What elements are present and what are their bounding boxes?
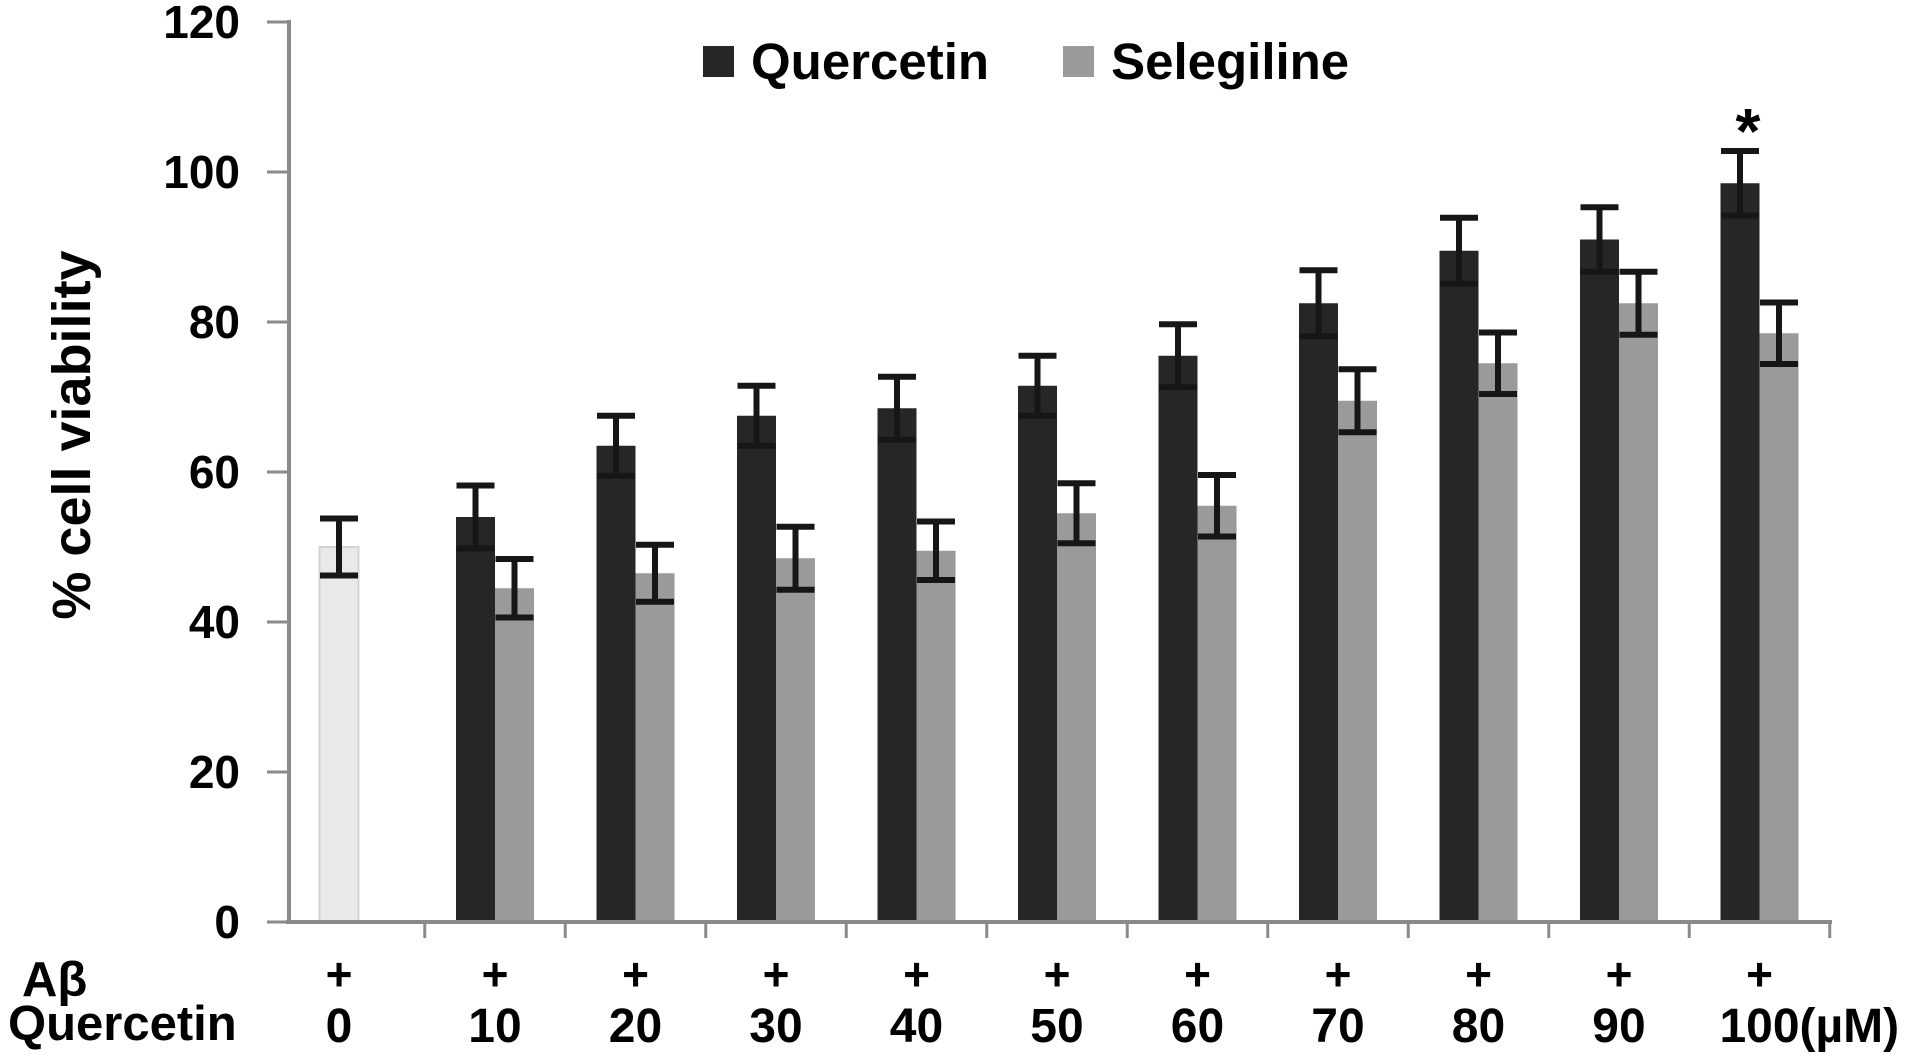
y-axis-title: % cell viability: [42, 250, 102, 620]
error-bar: [1479, 329, 1517, 397]
bar-selegiline-50: [1057, 513, 1096, 922]
bar-selegiline-80: [1478, 363, 1518, 922]
ab-plus-marker: +: [1184, 948, 1211, 1000]
bar-quercetin-80: [1439, 250, 1479, 922]
error-bar: [456, 482, 495, 552]
y-tick-label: 100: [163, 146, 240, 198]
x-category-label: 40: [890, 1000, 943, 1053]
bar-quercetin-70: [1299, 303, 1338, 922]
x-category-label: 10: [468, 1000, 521, 1053]
ab-plus-marker: +: [763, 948, 790, 1000]
x-category-label: 60: [1171, 1000, 1224, 1053]
bar-selegiline-90: [1619, 303, 1658, 922]
x-row1-label-ab: Aβ: [22, 953, 88, 1007]
error-bar: [1619, 268, 1658, 338]
ab-plus-marker: +: [326, 948, 353, 1000]
ab-plus-marker: +: [1465, 948, 1492, 1000]
bar-quercetin-90: [1580, 239, 1619, 922]
legend-label-quercetin: Quercetin: [751, 33, 990, 90]
y-tick-label: 120: [163, 0, 240, 48]
bar-quercetin-10: [456, 517, 495, 922]
bar-selegiline-40: [916, 550, 956, 922]
y-tick-label: 40: [189, 596, 240, 648]
y-tick-label: 0: [214, 896, 240, 948]
ab-plus-marker: +: [482, 948, 509, 1000]
error-bar: [597, 412, 635, 479]
error-bar: [1198, 472, 1236, 540]
error-bar: [1018, 352, 1057, 419]
bar-quercetin-30: [737, 415, 776, 922]
error-bar: [1721, 148, 1759, 219]
x-category-label: 20: [609, 1000, 662, 1053]
x-category-label: 100: [1719, 1000, 1799, 1053]
y-tick-label: 60: [189, 446, 240, 498]
error-bar: [1580, 204, 1619, 275]
bar-selegiline-20: [635, 573, 675, 922]
bar-quercetin-20: [596, 445, 636, 922]
y-tick-label: 20: [189, 746, 240, 798]
x-category-label: 0: [326, 1000, 353, 1053]
error-bar: [1338, 366, 1377, 436]
x-category-label: 90: [1592, 1000, 1645, 1053]
x-category-label: 50: [1030, 1000, 1083, 1053]
selegiline-swatch: [1063, 46, 1095, 77]
x-row2-label-quercetin: Quercetin: [8, 997, 237, 1051]
ab-plus-marker: +: [622, 948, 649, 1000]
error-bar: [320, 515, 358, 579]
error-bar: [1440, 214, 1478, 287]
bar-quercetin-60: [1158, 355, 1198, 922]
ab-plus-marker: +: [1044, 948, 1071, 1000]
error-bar: [737, 382, 776, 449]
x-category-label: 30: [749, 1000, 802, 1053]
error-bar: [917, 518, 955, 583]
legend-item-selegiline: Selegiline: [1063, 36, 1349, 87]
error-bar: [1760, 299, 1798, 367]
ab-plus-marker: +: [1606, 948, 1633, 1000]
bar-quercetin-100: [1720, 183, 1760, 922]
error-bar: [1159, 321, 1197, 391]
bar-selegiline-30: [776, 558, 815, 922]
x-unit-label: (µM): [1800, 1000, 1900, 1053]
legend-label-selegiline: Selegiline: [1111, 33, 1350, 90]
x-category-label: 70: [1311, 1000, 1364, 1053]
bar-quercetin-50: [1018, 385, 1057, 922]
error-bar: [495, 556, 534, 621]
error-bar: [878, 373, 916, 443]
error-bar: [636, 541, 674, 605]
ab-plus-marker: +: [1746, 948, 1773, 1000]
significance-asterisk: *: [1736, 95, 1761, 167]
legend: Quercetin Selegiline: [703, 36, 1349, 87]
bar-selegiline-70: [1338, 400, 1377, 922]
bar-selegiline-10: [495, 588, 534, 922]
bar-quercetin-40: [877, 408, 917, 922]
bar-control-ab-only: [318, 546, 360, 923]
error-bar: [776, 523, 815, 593]
bar-selegiline-60: [1197, 505, 1237, 922]
bar-selegiline-100: [1759, 333, 1799, 922]
error-bar: [1057, 480, 1096, 547]
error-bar: [1299, 267, 1338, 340]
ab-plus-marker: +: [903, 948, 930, 1000]
x-category-label: 80: [1452, 1000, 1505, 1053]
ab-plus-marker: +: [1325, 948, 1352, 1000]
quercetin-swatch: [703, 46, 734, 77]
legend-item-quercetin: Quercetin: [703, 36, 989, 87]
y-tick-label: 80: [189, 296, 240, 348]
